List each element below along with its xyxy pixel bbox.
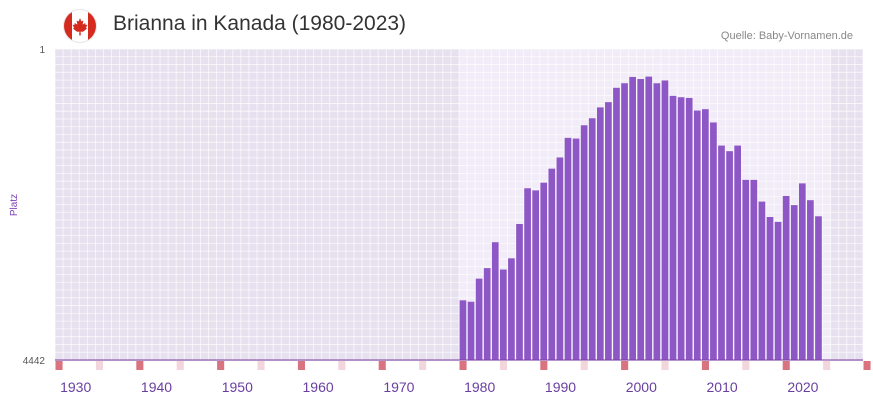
bar-2006	[685, 97, 693, 360]
year-marker	[378, 361, 386, 370]
year-marker	[540, 361, 548, 370]
bar-2016	[766, 217, 774, 360]
bar-series	[459, 76, 822, 361]
year-marker	[701, 361, 709, 370]
bar-1983	[500, 269, 507, 360]
bar-1985	[516, 224, 523, 360]
x-tick-label: 2010	[707, 379, 738, 395]
y-axis-label: Platz	[9, 194, 20, 216]
bar-1999	[629, 76, 636, 360]
bar-2008	[702, 109, 709, 360]
y-tick-bottom: 4442	[23, 356, 46, 367]
bar-2011	[726, 151, 733, 360]
year-marker	[499, 361, 507, 370]
bar-1981	[483, 268, 491, 360]
bar-1986	[524, 188, 531, 360]
bar-1984	[508, 258, 515, 360]
year-marker	[661, 361, 669, 370]
year-marker	[823, 361, 831, 370]
bar-1994	[588, 118, 596, 361]
year-marker	[95, 361, 103, 370]
year-marker	[338, 361, 346, 370]
x-tick-label: 1960	[303, 379, 334, 395]
bar-1989	[548, 168, 556, 360]
bar-1978	[459, 300, 467, 360]
bar-1988	[540, 182, 548, 360]
year-marker	[55, 361, 63, 370]
year-marker	[782, 361, 790, 370]
canada-flag-icon	[64, 10, 96, 42]
bar-2015	[758, 201, 766, 360]
bar-2019	[790, 205, 798, 360]
x-tick-label: 1970	[383, 379, 414, 395]
chart-title: Brianna in Kanada (1980-2023)	[113, 12, 407, 35]
year-marker	[580, 361, 588, 370]
bar-1992	[572, 138, 580, 360]
year-marker	[217, 361, 225, 370]
bar-1979	[467, 301, 475, 360]
bar-1998	[621, 83, 628, 360]
x-tick-label: 2020	[787, 379, 818, 395]
x-tick-label: 1990	[545, 379, 576, 395]
bar-2017	[774, 221, 782, 360]
bar-2012	[734, 145, 741, 360]
year-marker	[136, 361, 144, 370]
x-tick-labels: 1930 1940 1950 1960 1970 1980 1990 2000 2010 2020	[60, 379, 819, 395]
year-marker	[459, 361, 467, 370]
bar-1991	[564, 137, 572, 360]
bar-2003	[661, 80, 669, 360]
year-marker	[419, 361, 427, 370]
bar-1997	[613, 87, 620, 361]
source-credit: Quelle: Baby-Vornamen.de	[720, 30, 853, 42]
bar-1995	[596, 107, 604, 360]
bar-2013	[742, 179, 750, 360]
bar-2000	[637, 79, 645, 361]
bar-2010	[718, 145, 725, 360]
bar-2002	[653, 83, 661, 360]
x-tick-label: 1950	[222, 379, 253, 395]
x-tick-label: 1940	[141, 379, 172, 395]
x-tick-label: 1930	[60, 379, 91, 395]
bar-2020	[798, 183, 806, 360]
bar-1993	[580, 125, 588, 361]
bar-2018	[782, 195, 790, 360]
year-marker	[257, 361, 265, 370]
bar-2005	[677, 97, 685, 360]
bar-1980	[475, 278, 483, 360]
bar-1996	[605, 102, 612, 360]
grid-lines	[54, 48, 864, 361]
bar-2022	[815, 216, 822, 360]
year-marker	[742, 361, 750, 370]
year-markers	[55, 361, 871, 370]
bar-1987	[532, 190, 539, 360]
bar-2001	[645, 76, 653, 361]
year-marker	[297, 361, 305, 370]
x-tick-label: 2000	[626, 379, 657, 395]
bar-2007	[693, 110, 701, 361]
bar-1990	[556, 157, 564, 360]
x-tick-label: 1980	[464, 379, 495, 395]
y-tick-top: 1	[39, 45, 45, 56]
bar-2009	[710, 122, 717, 360]
bar-1982	[491, 242, 499, 360]
bar-2014	[750, 179, 758, 360]
bar-2004	[669, 95, 677, 361]
bar-2021	[807, 200, 814, 360]
year-marker	[863, 361, 871, 370]
year-marker	[176, 361, 184, 370]
year-marker	[621, 361, 629, 370]
